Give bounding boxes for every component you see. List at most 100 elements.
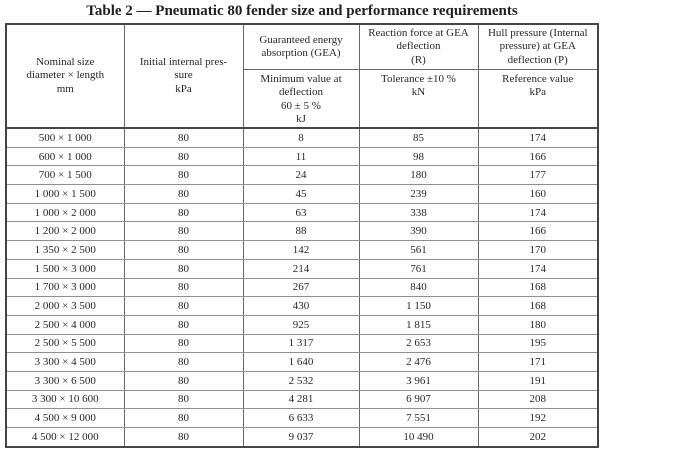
- header-row-sub: Minimum value at deflection 60 ± 5 % kJ …: [6, 69, 599, 129]
- table-cell: 174: [477, 127, 599, 148]
- table-cell: 600 × 1 000: [5, 146, 125, 167]
- table-row: 1 350 × 2 500 80 142 561 170: [5, 240, 599, 260]
- table-cell: 166: [477, 221, 599, 242]
- table-cell: 80: [123, 426, 244, 448]
- fender-spec-table: Nominal size diameter × length mm Initia…: [5, 23, 599, 448]
- table-cell: 80: [123, 240, 244, 260]
- table-row: 4 500 × 9 000 80 6 633 7 551 192: [5, 408, 599, 428]
- table-row: 3 300 × 4 500 80 1 640 2 476 171: [5, 352, 599, 372]
- table-cell: 80: [123, 333, 244, 354]
- table-cell: 208: [477, 389, 599, 410]
- table-cell: 80: [123, 408, 244, 428]
- table-row: 4 500 × 12 000 80 9 037 10 490 202: [5, 426, 599, 448]
- table-cell: 2 653: [358, 333, 479, 354]
- table-cell: 700 × 1 500: [5, 165, 125, 186]
- table-cell: 192: [477, 408, 599, 428]
- subheader-reference-value: Reference value kPa: [477, 69, 599, 129]
- table-cell: 160: [477, 184, 599, 204]
- table-row: 600 × 1 000 80 11 98 166: [5, 146, 599, 167]
- table-row: 2 500 × 4 000 80 925 1 815 180: [5, 314, 599, 335]
- table-row: 3 300 × 6 500 80 2 532 3 961 191: [5, 370, 599, 391]
- table-cell: 202: [477, 426, 599, 448]
- table-cell: 88: [242, 221, 360, 242]
- table-cell: 925: [242, 314, 360, 335]
- table-cell: 80: [123, 277, 244, 298]
- table-title: Table 2 — Pneumatic 80 fender size and p…: [86, 3, 518, 19]
- table-cell: 1 000 × 2 000: [5, 202, 125, 223]
- table-cell: 11: [242, 146, 360, 167]
- subheader-minimum-value: Minimum value at deflection 60 ± 5 % kJ: [242, 69, 360, 129]
- table-cell: 63: [242, 202, 360, 223]
- table-cell: 174: [477, 202, 599, 223]
- header-guaranteed-energy-absorption: Guaranteed energy absorption (GEA): [242, 23, 360, 70]
- table-cell: 80: [123, 296, 244, 316]
- table-row: 1 700 × 3 000 80 267 840 168: [5, 277, 599, 298]
- table-cell: 1 317: [242, 333, 360, 354]
- table-cell: 2 500 × 5 500: [5, 333, 125, 354]
- table-cell: 3 300 × 10 600: [5, 389, 125, 410]
- table-cell: 2 500 × 4 000: [5, 314, 125, 335]
- table-cell: 9 037: [242, 426, 360, 448]
- table-cell: 430: [242, 296, 360, 316]
- table-cell: 45: [242, 184, 360, 204]
- table-cell: 85: [358, 127, 479, 148]
- table-cell: 8: [242, 127, 360, 148]
- table-cell: 1 000 × 1 500: [5, 184, 125, 204]
- table-cell: 4 500 × 9 000: [5, 408, 125, 428]
- table-cell: 4 500 × 12 000: [5, 426, 125, 448]
- table-cell: 3 300 × 4 500: [5, 352, 125, 372]
- table-cell: 80: [123, 370, 244, 391]
- table-cell: 214: [242, 258, 360, 279]
- table-cell: 168: [477, 277, 599, 298]
- table-cell: 80: [123, 202, 244, 223]
- table-cell: 1 200 × 2 000: [5, 221, 125, 242]
- table-cell: 24: [242, 165, 360, 186]
- header-initial-internal-pressure: Initial internal pres- sure kPa: [123, 23, 244, 129]
- table-cell: 10 490: [358, 426, 479, 448]
- table-cell: 267: [242, 277, 360, 298]
- table-row: 1 000 × 1 500 80 45 239 160: [5, 184, 599, 204]
- table-cell: 80: [123, 146, 244, 167]
- table-cell: 2 000 × 3 500: [5, 296, 125, 316]
- table-cell: 166: [477, 146, 599, 167]
- table-cell: 168: [477, 296, 599, 316]
- table-cell: 239: [358, 184, 479, 204]
- table-row: 700 × 1 500 80 24 180 177: [5, 165, 599, 186]
- table-cell: 174: [477, 258, 599, 279]
- table-header: Nominal size diameter × length mm Initia…: [5, 23, 599, 129]
- table-cell: 80: [123, 127, 244, 148]
- table-cell: 191: [477, 370, 599, 391]
- table-row: 2 000 × 3 500 80 430 1 150 168: [5, 296, 599, 316]
- table-cell: 98: [358, 146, 479, 167]
- table-cell: 3 961: [358, 370, 479, 391]
- table-cell: 1 500 × 3 000: [5, 258, 125, 279]
- table-cell: 1 815: [358, 314, 479, 335]
- header-hull-pressure: Hull pressure (Internal pressure) at GEA…: [477, 23, 599, 70]
- table-cell: 338: [358, 202, 479, 223]
- header-reaction-force: Reaction force at GEA deflection (R): [358, 23, 479, 70]
- table-cell: 80: [123, 258, 244, 279]
- table-cell: 80: [123, 352, 244, 372]
- table-cell: 7 551: [358, 408, 479, 428]
- table-cell: 171: [477, 352, 599, 372]
- table-cell: 80: [123, 389, 244, 410]
- table-cell: 1 700 × 3 000: [5, 277, 125, 298]
- table-row: 1 000 × 2 000 80 63 338 174: [5, 202, 599, 223]
- table-cell: 6 633: [242, 408, 360, 428]
- table-row: 500 × 1 000 80 8 85 174: [5, 127, 599, 148]
- table-cell: 1 150: [358, 296, 479, 316]
- table-cell: 840: [358, 277, 479, 298]
- table-row: 3 300 × 10 600 80 4 281 6 907 208: [5, 389, 599, 410]
- table-cell: 1 350 × 2 500: [5, 240, 125, 260]
- table-cell: 177: [477, 165, 599, 186]
- table-cell: 80: [123, 165, 244, 186]
- subheader-tolerance: Tolerance ±10 % kN: [358, 69, 479, 129]
- table-cell: 6 907: [358, 389, 479, 410]
- table-cell: 170: [477, 240, 599, 260]
- table-row: 2 500 × 5 500 80 1 317 2 653 195: [5, 333, 599, 354]
- table-cell: 2 532: [242, 370, 360, 391]
- table-cell: 195: [477, 333, 599, 354]
- table-row: 1 200 × 2 000 80 88 390 166: [5, 221, 599, 242]
- table-cell: 561: [358, 240, 479, 260]
